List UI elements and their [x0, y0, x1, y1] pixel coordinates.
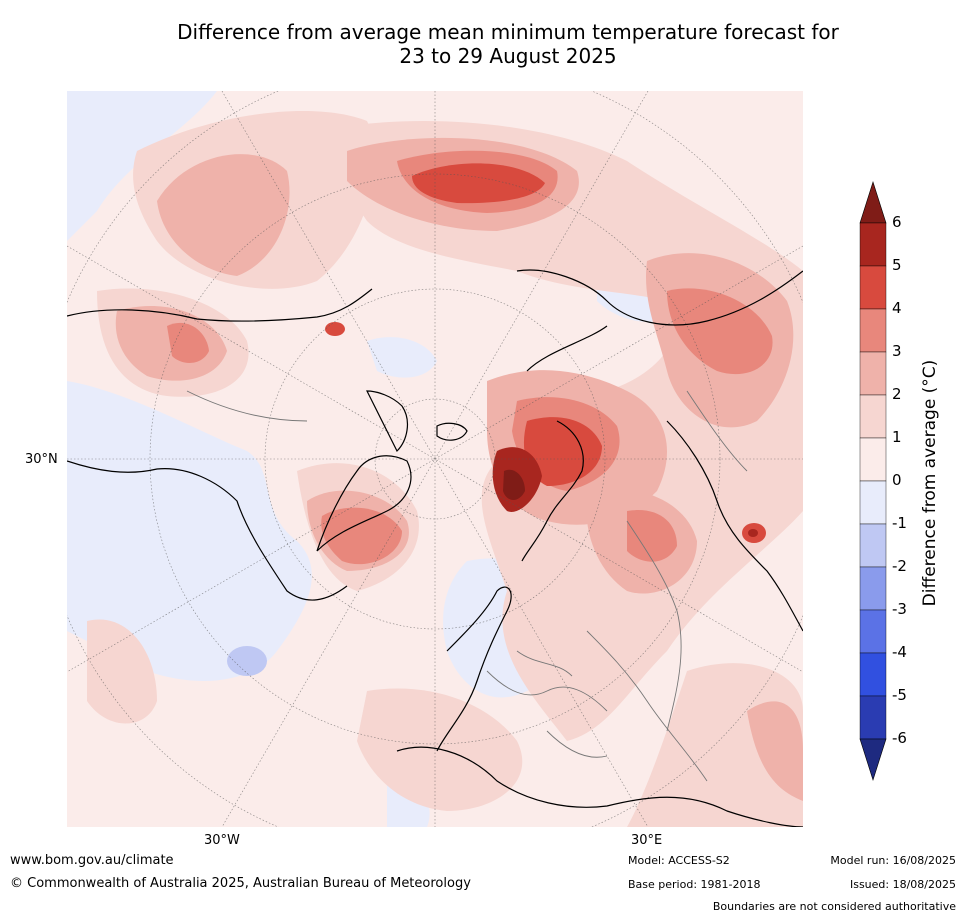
colorbar-segment [859, 695, 887, 740]
colorbar-segment [859, 480, 887, 525]
model-name: Model: ACCESS-S2 [628, 854, 730, 867]
colorbar-tick-label: 4 [892, 299, 902, 317]
colorbar-tick-label: 3 [892, 342, 902, 360]
forecast-map[interactable] [67, 91, 803, 827]
colorbar-tick-label: -6 [892, 729, 907, 747]
colorbar-segment [859, 437, 887, 482]
colorbar-segment [859, 351, 887, 396]
graticule [67, 91, 803, 827]
colorbar-segment [859, 566, 887, 611]
website-link[interactable]: www.bom.gov.au/climate [10, 853, 174, 868]
colorbar-segment [859, 523, 887, 568]
colorbar-tick-label: 6 [892, 213, 902, 231]
warm-anomaly-5-6 [492, 447, 758, 537]
base-period: Base period: 1981-2018 [628, 878, 761, 891]
colorbar-tick-label: -4 [892, 643, 907, 661]
country-boundaries [186, 390, 748, 782]
colorbar-tick-label: -1 [892, 514, 907, 532]
colorbar-arrow-high [859, 181, 887, 224]
model-run-date: Model run: 16/08/2025 [830, 854, 956, 867]
title-line-1: Difference from average mean minimum tem… [177, 20, 839, 44]
colorbar-tick-label: 0 [892, 471, 902, 489]
colorbar-title: Difference from average (°C) [920, 359, 940, 607]
issued-date: Issued: 18/08/2025 [849, 878, 956, 891]
coastlines [67, 269, 803, 827]
map-canvas [67, 91, 803, 827]
boundaries-disclaimer: Boundaries are not considered authoritat… [712, 900, 956, 913]
colorbar-segment [859, 222, 887, 267]
colorbar-segment [859, 265, 887, 310]
colorbar-tick-label: -2 [892, 557, 907, 575]
title-line-2: 23 to 29 August 2025 [399, 44, 617, 68]
colorbar-segment [859, 394, 887, 439]
colorbar-arrow-low [859, 738, 887, 781]
colorbar-segment [859, 652, 887, 697]
copyright-text: © Commonwealth of Australia 2025, Austra… [10, 876, 471, 891]
colorbar-tick-label: -3 [892, 600, 907, 618]
colorbar-segment [859, 609, 887, 654]
map-title: Difference from average mean minimum tem… [60, 20, 956, 68]
colorbar-segment [859, 308, 887, 353]
colorbar-tick-label: 2 [892, 385, 902, 403]
colorbar-tick-label: -5 [892, 686, 907, 704]
lon-label-30e: 30°E [631, 833, 663, 848]
colorbar [859, 181, 887, 781]
colorbar-tick-label: 1 [892, 428, 902, 446]
lon-label-30w: 30°W [204, 833, 240, 848]
lat-label-30n: 30°N [25, 452, 58, 467]
colorbar-tick-label: 5 [892, 256, 902, 274]
